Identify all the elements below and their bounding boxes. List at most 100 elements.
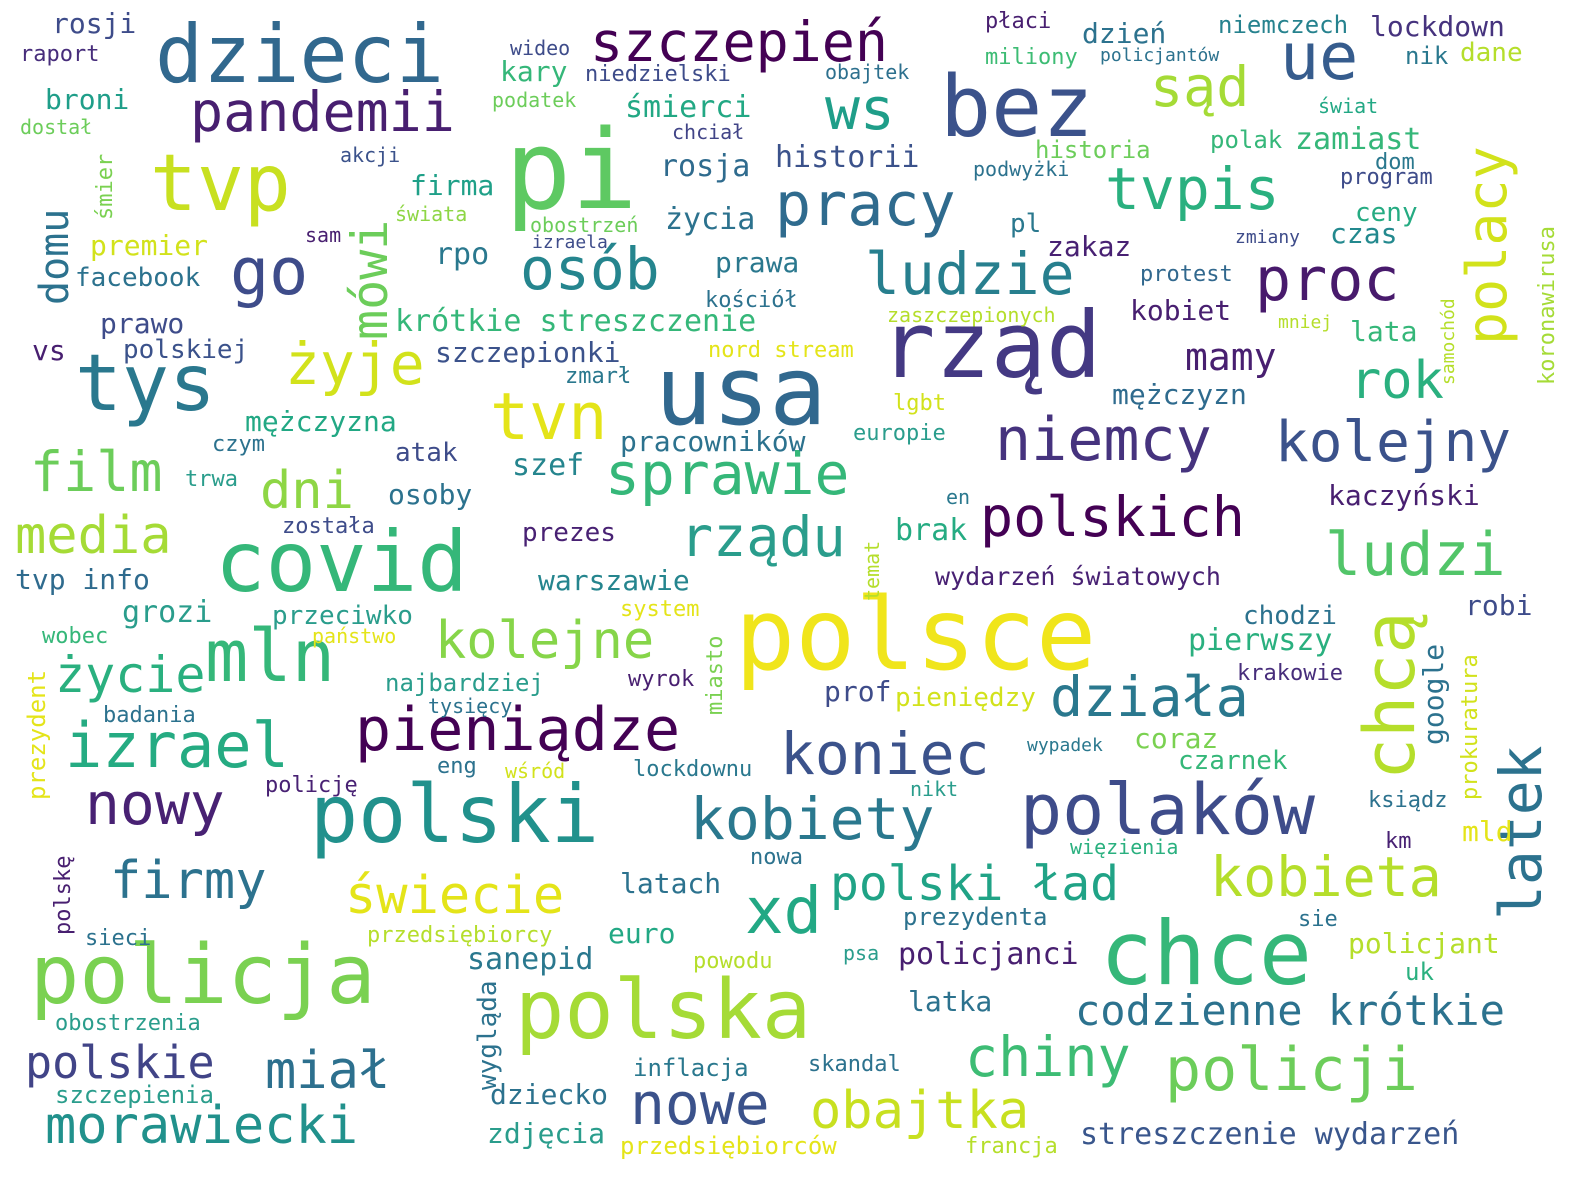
cloud-word: prof bbox=[824, 675, 892, 708]
cloud-word: uk bbox=[1405, 958, 1434, 986]
cloud-word: życie bbox=[55, 646, 206, 704]
cloud-word: europie bbox=[853, 421, 946, 446]
cloud-word: polskę bbox=[51, 855, 76, 935]
cloud-word: pieniędzy bbox=[895, 683, 1036, 713]
cloud-word: xd bbox=[745, 875, 823, 949]
cloud-word: mężczyzn bbox=[1112, 378, 1247, 411]
cloud-word: szczepionki bbox=[435, 336, 621, 369]
cloud-word: chiny bbox=[965, 1025, 1131, 1089]
cloud-word: temat bbox=[860, 540, 884, 601]
cloud-word: dzień bbox=[1082, 17, 1167, 50]
cloud-word: historii bbox=[775, 140, 920, 175]
cloud-word: dostał bbox=[20, 115, 93, 139]
cloud-word: euro bbox=[608, 917, 676, 950]
cloud-word: osoby bbox=[388, 478, 473, 511]
cloud-word: chodzi bbox=[1243, 601, 1337, 631]
cloud-word: kobiety bbox=[690, 785, 935, 853]
cloud-word: wobec bbox=[42, 624, 109, 649]
cloud-word: sie bbox=[1298, 907, 1338, 932]
cloud-word: miasto bbox=[703, 635, 728, 715]
cloud-word: miliony bbox=[985, 45, 1078, 70]
cloud-word: nowe bbox=[630, 1070, 770, 1138]
cloud-word: chciał bbox=[672, 120, 745, 144]
cloud-word: prezydenta bbox=[903, 903, 1048, 931]
cloud-word: dom bbox=[1375, 150, 1415, 175]
cloud-word: życia bbox=[665, 202, 756, 237]
cloud-word: facebook bbox=[75, 263, 201, 293]
cloud-word: świata bbox=[395, 202, 468, 226]
cloud-word: pracowników bbox=[620, 425, 806, 458]
cloud-word: covid bbox=[215, 513, 468, 611]
cloud-word: policja bbox=[30, 928, 376, 1023]
cloud-word: rosji bbox=[52, 7, 137, 40]
cloud-word: polski bbox=[310, 768, 599, 861]
cloud-word: vs bbox=[32, 334, 66, 367]
cloud-word: podwyżki bbox=[973, 157, 1070, 181]
cloud-word: prawa bbox=[715, 246, 800, 279]
cloud-word: prezydent bbox=[23, 669, 51, 800]
cloud-word: warszawie bbox=[538, 564, 690, 597]
cloud-word: pl bbox=[1010, 209, 1042, 239]
cloud-word: kościół bbox=[705, 288, 798, 313]
cloud-word: zamiast bbox=[1295, 122, 1422, 157]
cloud-word: broni bbox=[45, 83, 130, 116]
cloud-word: policjanci bbox=[898, 937, 1079, 972]
cloud-word: inflacja bbox=[633, 1054, 749, 1082]
cloud-word: latka bbox=[908, 985, 993, 1018]
cloud-word: obostrzeń bbox=[530, 213, 639, 237]
cloud-word: streszczenie wydarzeń bbox=[1080, 1117, 1460, 1152]
cloud-word: prawo bbox=[100, 307, 185, 340]
cloud-word: francja bbox=[965, 1134, 1058, 1159]
cloud-word: ceny bbox=[1355, 198, 1418, 228]
cloud-word: wyrok bbox=[628, 667, 695, 692]
cloud-word: śmier bbox=[93, 153, 118, 220]
cloud-word: km bbox=[1385, 829, 1412, 854]
cloud-word: tvp bbox=[150, 139, 291, 229]
cloud-word: ksiądz bbox=[1368, 788, 1448, 813]
cloud-word: niemczech bbox=[1218, 11, 1349, 39]
cloud-word: mniej bbox=[1278, 312, 1333, 333]
cloud-word: nowa bbox=[750, 845, 803, 870]
cloud-word: tys bbox=[75, 339, 216, 429]
cloud-word: dzieci bbox=[155, 8, 444, 101]
cloud-word: skandal bbox=[808, 1052, 901, 1077]
cloud-word: morawiecki bbox=[45, 1096, 359, 1156]
cloud-word: pracy bbox=[775, 170, 956, 240]
cloud-word: nord stream bbox=[708, 338, 854, 363]
cloud-word: zaszczepionych bbox=[887, 303, 1056, 327]
cloud-word: protest bbox=[1140, 262, 1233, 287]
cloud-word: polaków bbox=[1020, 769, 1316, 851]
cloud-word: en bbox=[946, 485, 971, 509]
cloud-word: policję bbox=[265, 773, 358, 798]
cloud-word: kolejne bbox=[435, 611, 655, 671]
cloud-word: polskie bbox=[25, 1036, 215, 1089]
cloud-word: ws bbox=[825, 75, 895, 143]
cloud-word: mężczyzna bbox=[245, 405, 397, 438]
cloud-word: chce bbox=[1100, 902, 1312, 1005]
cloud-word: wideo bbox=[510, 36, 571, 60]
cloud-word: historia bbox=[1035, 136, 1151, 164]
cloud-word: polska bbox=[515, 963, 812, 1058]
cloud-word: lata bbox=[1350, 315, 1418, 348]
cloud-word: bez bbox=[940, 58, 1094, 157]
cloud-word: pieniądze bbox=[355, 695, 681, 765]
cloud-word: mówi bbox=[341, 219, 399, 340]
cloud-word: płaci bbox=[985, 9, 1052, 34]
cloud-word: prezes bbox=[522, 518, 616, 548]
cloud-word: codzienne krótkie bbox=[1075, 986, 1505, 1035]
cloud-word: policjantów bbox=[1100, 45, 1220, 66]
cloud-word: policji bbox=[1165, 1035, 1418, 1105]
cloud-word: domu bbox=[32, 208, 78, 305]
cloud-word: badania bbox=[103, 703, 196, 728]
cloud-word: polak bbox=[1210, 126, 1283, 154]
cloud-word: niemcy bbox=[995, 405, 1212, 475]
cloud-word: zmarł bbox=[565, 364, 632, 389]
cloud-word: brak bbox=[895, 513, 968, 548]
cloud-word: eng bbox=[437, 754, 477, 779]
cloud-word: sam bbox=[305, 223, 342, 247]
cloud-word: coraz bbox=[1134, 722, 1219, 755]
cloud-word: sieci bbox=[85, 926, 152, 951]
cloud-word: premier bbox=[90, 229, 209, 262]
cloud-word: rpo bbox=[435, 237, 490, 272]
